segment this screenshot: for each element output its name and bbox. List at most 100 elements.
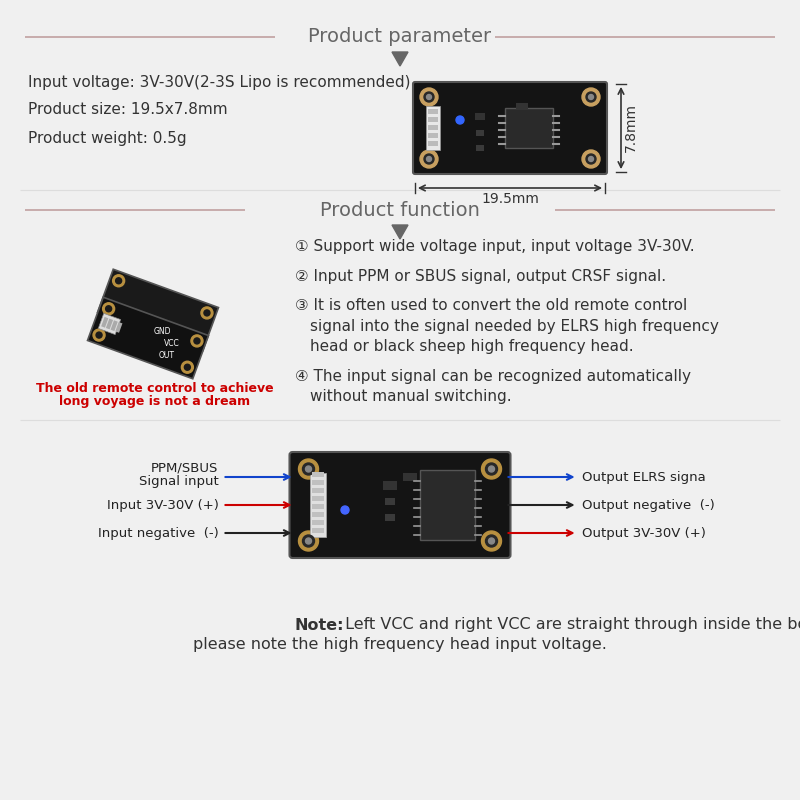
Circle shape [489, 538, 494, 544]
Text: PPM/SBUS: PPM/SBUS [151, 462, 218, 474]
Circle shape [589, 94, 594, 99]
Circle shape [102, 302, 114, 314]
Text: Product size: 19.5x7.8mm: Product size: 19.5x7.8mm [28, 102, 228, 118]
Polygon shape [392, 225, 408, 239]
Text: please note the high frequency head input voltage.: please note the high frequency head inpu… [193, 638, 607, 653]
Circle shape [103, 301, 115, 313]
Circle shape [426, 157, 431, 162]
Circle shape [182, 362, 194, 374]
Circle shape [586, 92, 596, 102]
Circle shape [582, 150, 600, 168]
Text: Product parameter: Product parameter [309, 27, 491, 46]
Circle shape [184, 364, 190, 370]
Bar [311, 488, 323, 493]
Bar [428, 141, 438, 146]
Circle shape [93, 329, 105, 341]
Text: Input negative  (-): Input negative (-) [98, 526, 218, 539]
Circle shape [298, 459, 318, 479]
Polygon shape [110, 320, 118, 331]
Circle shape [106, 306, 112, 312]
Circle shape [589, 157, 594, 162]
Text: GND: GND [154, 327, 170, 337]
Bar [311, 480, 323, 485]
Text: without manual switching.: without manual switching. [310, 389, 512, 403]
Circle shape [194, 338, 200, 344]
Circle shape [116, 278, 122, 284]
Bar [428, 125, 438, 130]
Bar [428, 117, 438, 122]
Polygon shape [392, 52, 408, 66]
Text: 19.5mm: 19.5mm [481, 192, 539, 206]
Circle shape [204, 310, 210, 316]
Circle shape [424, 92, 434, 102]
Text: ③ It is often used to convert the old remote control: ③ It is often used to convert the old re… [295, 298, 687, 314]
Bar [311, 512, 323, 517]
Text: Left VCC and right VCC are straight through inside the board,: Left VCC and right VCC are straight thro… [340, 618, 800, 633]
Polygon shape [101, 317, 108, 328]
Bar [403, 473, 417, 481]
FancyBboxPatch shape [413, 82, 607, 174]
Circle shape [106, 304, 112, 310]
Circle shape [426, 94, 431, 99]
Text: Input voltage: 3V-30V(2-3S Lipo is recommended): Input voltage: 3V-30V(2-3S Lipo is recom… [28, 74, 410, 90]
Bar [310, 473, 326, 537]
Text: ② Input PPM or SBUS signal, output CRSF signal.: ② Input PPM or SBUS signal, output CRSF … [295, 269, 666, 283]
Circle shape [341, 506, 349, 514]
Text: OUT: OUT [159, 351, 175, 361]
Text: long voyage is not a dream: long voyage is not a dream [59, 394, 250, 407]
Circle shape [486, 535, 498, 547]
Bar [385, 514, 395, 521]
Bar [311, 528, 323, 533]
Circle shape [96, 332, 102, 338]
Circle shape [201, 307, 213, 319]
Text: 7.8mm: 7.8mm [624, 103, 638, 153]
Bar [476, 145, 484, 151]
Text: signal into the signal needed by ELRS high frequency: signal into the signal needed by ELRS hi… [310, 318, 719, 334]
Circle shape [420, 150, 438, 168]
Circle shape [302, 463, 314, 475]
Bar [426, 106, 440, 150]
Bar [420, 470, 475, 540]
Text: Note:: Note: [295, 618, 345, 633]
Circle shape [489, 466, 494, 472]
Text: Output ELRS signa: Output ELRS signa [582, 470, 706, 483]
Text: Product weight: 0.5g: Product weight: 0.5g [28, 130, 186, 146]
Circle shape [482, 531, 502, 551]
FancyBboxPatch shape [290, 452, 510, 558]
Polygon shape [115, 322, 122, 333]
Circle shape [486, 463, 498, 475]
Circle shape [302, 535, 314, 547]
Circle shape [586, 154, 596, 164]
Bar [505, 108, 553, 148]
Bar [475, 113, 485, 119]
Text: Product function: Product function [320, 201, 480, 219]
Circle shape [582, 88, 600, 106]
Polygon shape [106, 318, 113, 330]
Text: Output 3V-30V (+): Output 3V-30V (+) [582, 526, 706, 539]
Text: Signal input: Signal input [138, 474, 218, 487]
Polygon shape [98, 270, 218, 350]
Polygon shape [98, 314, 121, 334]
Circle shape [482, 459, 502, 479]
Circle shape [191, 334, 203, 346]
Bar [516, 102, 528, 110]
Circle shape [194, 336, 200, 342]
Circle shape [306, 538, 311, 544]
Text: VCC: VCC [164, 339, 180, 349]
Bar [428, 133, 438, 138]
Polygon shape [87, 298, 209, 378]
Circle shape [113, 274, 125, 286]
Text: ① Support wide voltage input, input voltage 3V-30V.: ① Support wide voltage input, input volt… [295, 238, 694, 254]
Bar [311, 520, 323, 525]
Bar [385, 498, 395, 505]
Circle shape [420, 88, 438, 106]
Text: head or black sheep high frequency head.: head or black sheep high frequency head. [310, 338, 634, 354]
Bar [311, 504, 323, 509]
Circle shape [456, 116, 464, 124]
Text: Input 3V-30V (+): Input 3V-30V (+) [106, 498, 218, 511]
Circle shape [298, 531, 318, 551]
Bar [476, 130, 484, 136]
Text: The old remote control to achieve: The old remote control to achieve [36, 382, 274, 394]
Circle shape [306, 466, 311, 472]
Bar [383, 481, 397, 490]
